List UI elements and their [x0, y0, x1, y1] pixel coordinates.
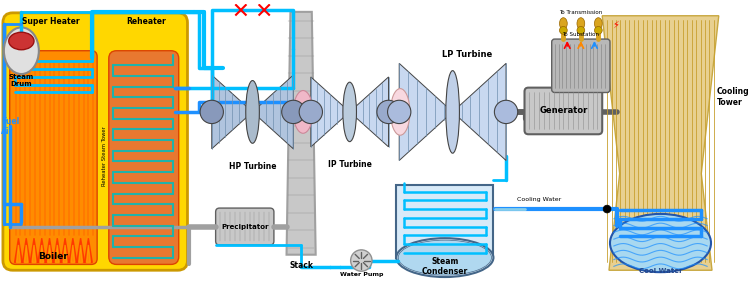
Text: To Transmission: To Transmission: [560, 10, 602, 15]
Text: Super Heater: Super Heater: [22, 17, 80, 26]
Polygon shape: [40, 245, 44, 263]
Text: Steam
Condenser: Steam Condenser: [422, 257, 468, 276]
Polygon shape: [399, 63, 453, 160]
Ellipse shape: [595, 18, 602, 29]
Text: ⚡: ⚡: [612, 19, 619, 29]
Polygon shape: [16, 245, 20, 263]
Text: Boiler: Boiler: [38, 252, 68, 261]
Ellipse shape: [577, 26, 585, 34]
Ellipse shape: [246, 81, 259, 143]
Polygon shape: [62, 238, 69, 263]
Text: Reheater Steam Tower: Reheater Steam Tower: [103, 126, 107, 186]
Ellipse shape: [200, 100, 223, 124]
Text: Steam
Drum: Steam Drum: [9, 74, 34, 87]
Polygon shape: [453, 63, 506, 160]
Polygon shape: [71, 245, 75, 263]
Ellipse shape: [293, 91, 313, 133]
Text: Cooling Water: Cooling Water: [517, 197, 561, 202]
Text: Stack: Stack: [289, 261, 313, 269]
FancyBboxPatch shape: [524, 88, 602, 134]
Ellipse shape: [603, 205, 611, 213]
Polygon shape: [32, 245, 36, 263]
Ellipse shape: [560, 26, 567, 34]
Ellipse shape: [560, 18, 567, 29]
Text: Generator: Generator: [539, 106, 587, 116]
Polygon shape: [253, 75, 293, 149]
Polygon shape: [76, 238, 85, 263]
FancyBboxPatch shape: [552, 39, 610, 92]
FancyBboxPatch shape: [3, 13, 188, 270]
Polygon shape: [22, 238, 30, 263]
Polygon shape: [79, 245, 82, 263]
Polygon shape: [47, 245, 52, 263]
Polygon shape: [350, 77, 388, 147]
Ellipse shape: [388, 100, 411, 124]
Text: Precipitator: Precipitator: [221, 224, 268, 230]
Ellipse shape: [299, 100, 322, 124]
Text: Water Pump: Water Pump: [340, 272, 383, 277]
Text: To Substation: To Substation: [562, 32, 599, 37]
FancyBboxPatch shape: [10, 51, 98, 265]
Ellipse shape: [577, 18, 585, 29]
Ellipse shape: [398, 240, 491, 275]
FancyBboxPatch shape: [216, 208, 274, 245]
Ellipse shape: [4, 27, 39, 74]
Ellipse shape: [446, 71, 460, 153]
Polygon shape: [14, 238, 22, 263]
Text: Fuel
Air: Fuel Air: [1, 117, 20, 136]
Polygon shape: [24, 245, 28, 263]
Polygon shape: [30, 238, 38, 263]
Polygon shape: [286, 12, 316, 255]
Text: Cooling
Tower: Cooling Tower: [717, 87, 749, 108]
FancyBboxPatch shape: [109, 51, 178, 265]
Ellipse shape: [396, 238, 494, 277]
Ellipse shape: [391, 89, 410, 135]
Polygon shape: [310, 77, 350, 147]
Text: LP Turbine: LP Turbine: [442, 50, 492, 59]
Ellipse shape: [610, 214, 711, 272]
Text: HP Turbine: HP Turbine: [229, 162, 276, 171]
Polygon shape: [85, 238, 92, 263]
Text: IP Turbine: IP Turbine: [328, 160, 371, 170]
Polygon shape: [38, 238, 46, 263]
Polygon shape: [56, 245, 59, 263]
Ellipse shape: [9, 32, 34, 50]
Text: Reheater: Reheater: [126, 17, 166, 26]
Polygon shape: [63, 245, 67, 263]
Polygon shape: [86, 245, 90, 263]
Polygon shape: [602, 16, 718, 270]
Polygon shape: [211, 75, 253, 149]
Bar: [396, 185, 494, 258]
Ellipse shape: [494, 100, 517, 124]
Ellipse shape: [351, 250, 372, 271]
Ellipse shape: [343, 82, 356, 142]
Polygon shape: [46, 238, 53, 263]
Polygon shape: [69, 238, 76, 263]
Text: Cool Water: Cool Water: [639, 268, 682, 274]
Ellipse shape: [282, 100, 305, 124]
Ellipse shape: [595, 26, 602, 34]
Polygon shape: [53, 238, 62, 263]
Ellipse shape: [376, 100, 400, 124]
